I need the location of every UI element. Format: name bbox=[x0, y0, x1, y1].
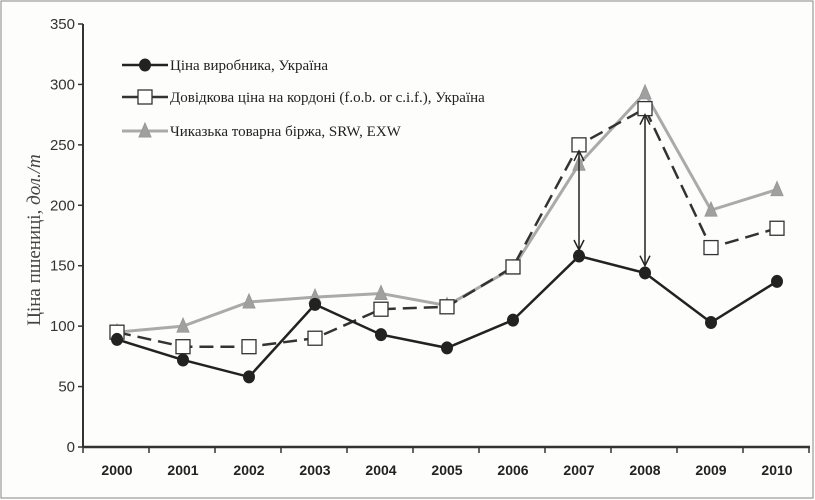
legend-marker-0 bbox=[139, 58, 151, 72]
data-point-series-2 bbox=[704, 200, 718, 217]
legend-marker-2 bbox=[138, 121, 152, 138]
data-point-series-1 bbox=[505, 259, 521, 275]
data-point-series-0 bbox=[771, 274, 783, 288]
y-tick-label: 350 bbox=[50, 16, 75, 33]
y-tick-label: 200 bbox=[50, 197, 75, 214]
y-axis-label: Ціна пшениці, дол./т bbox=[24, 154, 45, 326]
arrow-head-up bbox=[573, 149, 585, 162]
x-tick-label: 2010 bbox=[761, 462, 792, 478]
y-tick-label: 300 bbox=[50, 76, 75, 93]
data-point-series-1 bbox=[175, 339, 191, 355]
x-tick-label: 2007 bbox=[563, 462, 594, 478]
data-point-series-2 bbox=[242, 292, 256, 309]
data-point-series-2 bbox=[638, 83, 652, 100]
x-tick-label: 2009 bbox=[695, 462, 726, 478]
data-point-series-0 bbox=[639, 266, 651, 280]
legend-label-2: Чиказька товарна біржа, SRW, EXW bbox=[170, 124, 402, 140]
y-tick-label: 50 bbox=[58, 379, 75, 396]
data-point-series-1 bbox=[373, 301, 389, 317]
y-tick-label: 150 bbox=[50, 258, 75, 275]
data-point-series-2 bbox=[770, 180, 784, 197]
data-point-series-2 bbox=[176, 316, 190, 333]
data-point-series-0 bbox=[309, 297, 321, 311]
data-point-series-0 bbox=[507, 313, 519, 327]
data-point-series-0 bbox=[441, 341, 453, 355]
data-point-series-0 bbox=[243, 370, 255, 384]
y-tick-label: 0 bbox=[67, 439, 75, 456]
x-tick-label: 2006 bbox=[497, 462, 528, 478]
x-tick-label: 2002 bbox=[233, 462, 264, 478]
legend-label-1: Довідкова ціна на кордоні (f.o.b. or c.i… bbox=[170, 90, 485, 106]
data-point-series-1 bbox=[241, 339, 257, 355]
arrow-head-down bbox=[639, 255, 651, 268]
data-point-series-0 bbox=[177, 353, 189, 367]
x-tick-label: 2000 bbox=[101, 462, 132, 478]
data-point-series-1 bbox=[439, 299, 455, 315]
y-tick-label: 100 bbox=[50, 318, 75, 335]
data-point-series-0 bbox=[573, 249, 585, 263]
arrow-head-down bbox=[573, 239, 585, 252]
x-tick-label: 2008 bbox=[629, 462, 660, 478]
series-line-0 bbox=[116, 254, 778, 379]
data-point-series-1 bbox=[769, 220, 785, 236]
data-point-series-1 bbox=[307, 330, 323, 346]
x-tick-label: 2004 bbox=[365, 462, 396, 478]
data-point-series-0 bbox=[375, 328, 387, 342]
x-tick-label: 2005 bbox=[431, 462, 462, 478]
y-tick-label: 250 bbox=[50, 137, 75, 154]
data-point-series-0 bbox=[111, 332, 123, 346]
arrow-head-up bbox=[639, 112, 651, 125]
x-tick-label: 2001 bbox=[167, 462, 198, 478]
data-point-series-2 bbox=[374, 284, 388, 301]
x-tick-label: 2003 bbox=[299, 462, 330, 478]
legend-marker-1 bbox=[137, 89, 153, 105]
data-point-series-1 bbox=[703, 239, 719, 256]
legend-label-0: Ціна виробника, Україна bbox=[170, 58, 328, 74]
data-point-series-0 bbox=[705, 316, 717, 330]
